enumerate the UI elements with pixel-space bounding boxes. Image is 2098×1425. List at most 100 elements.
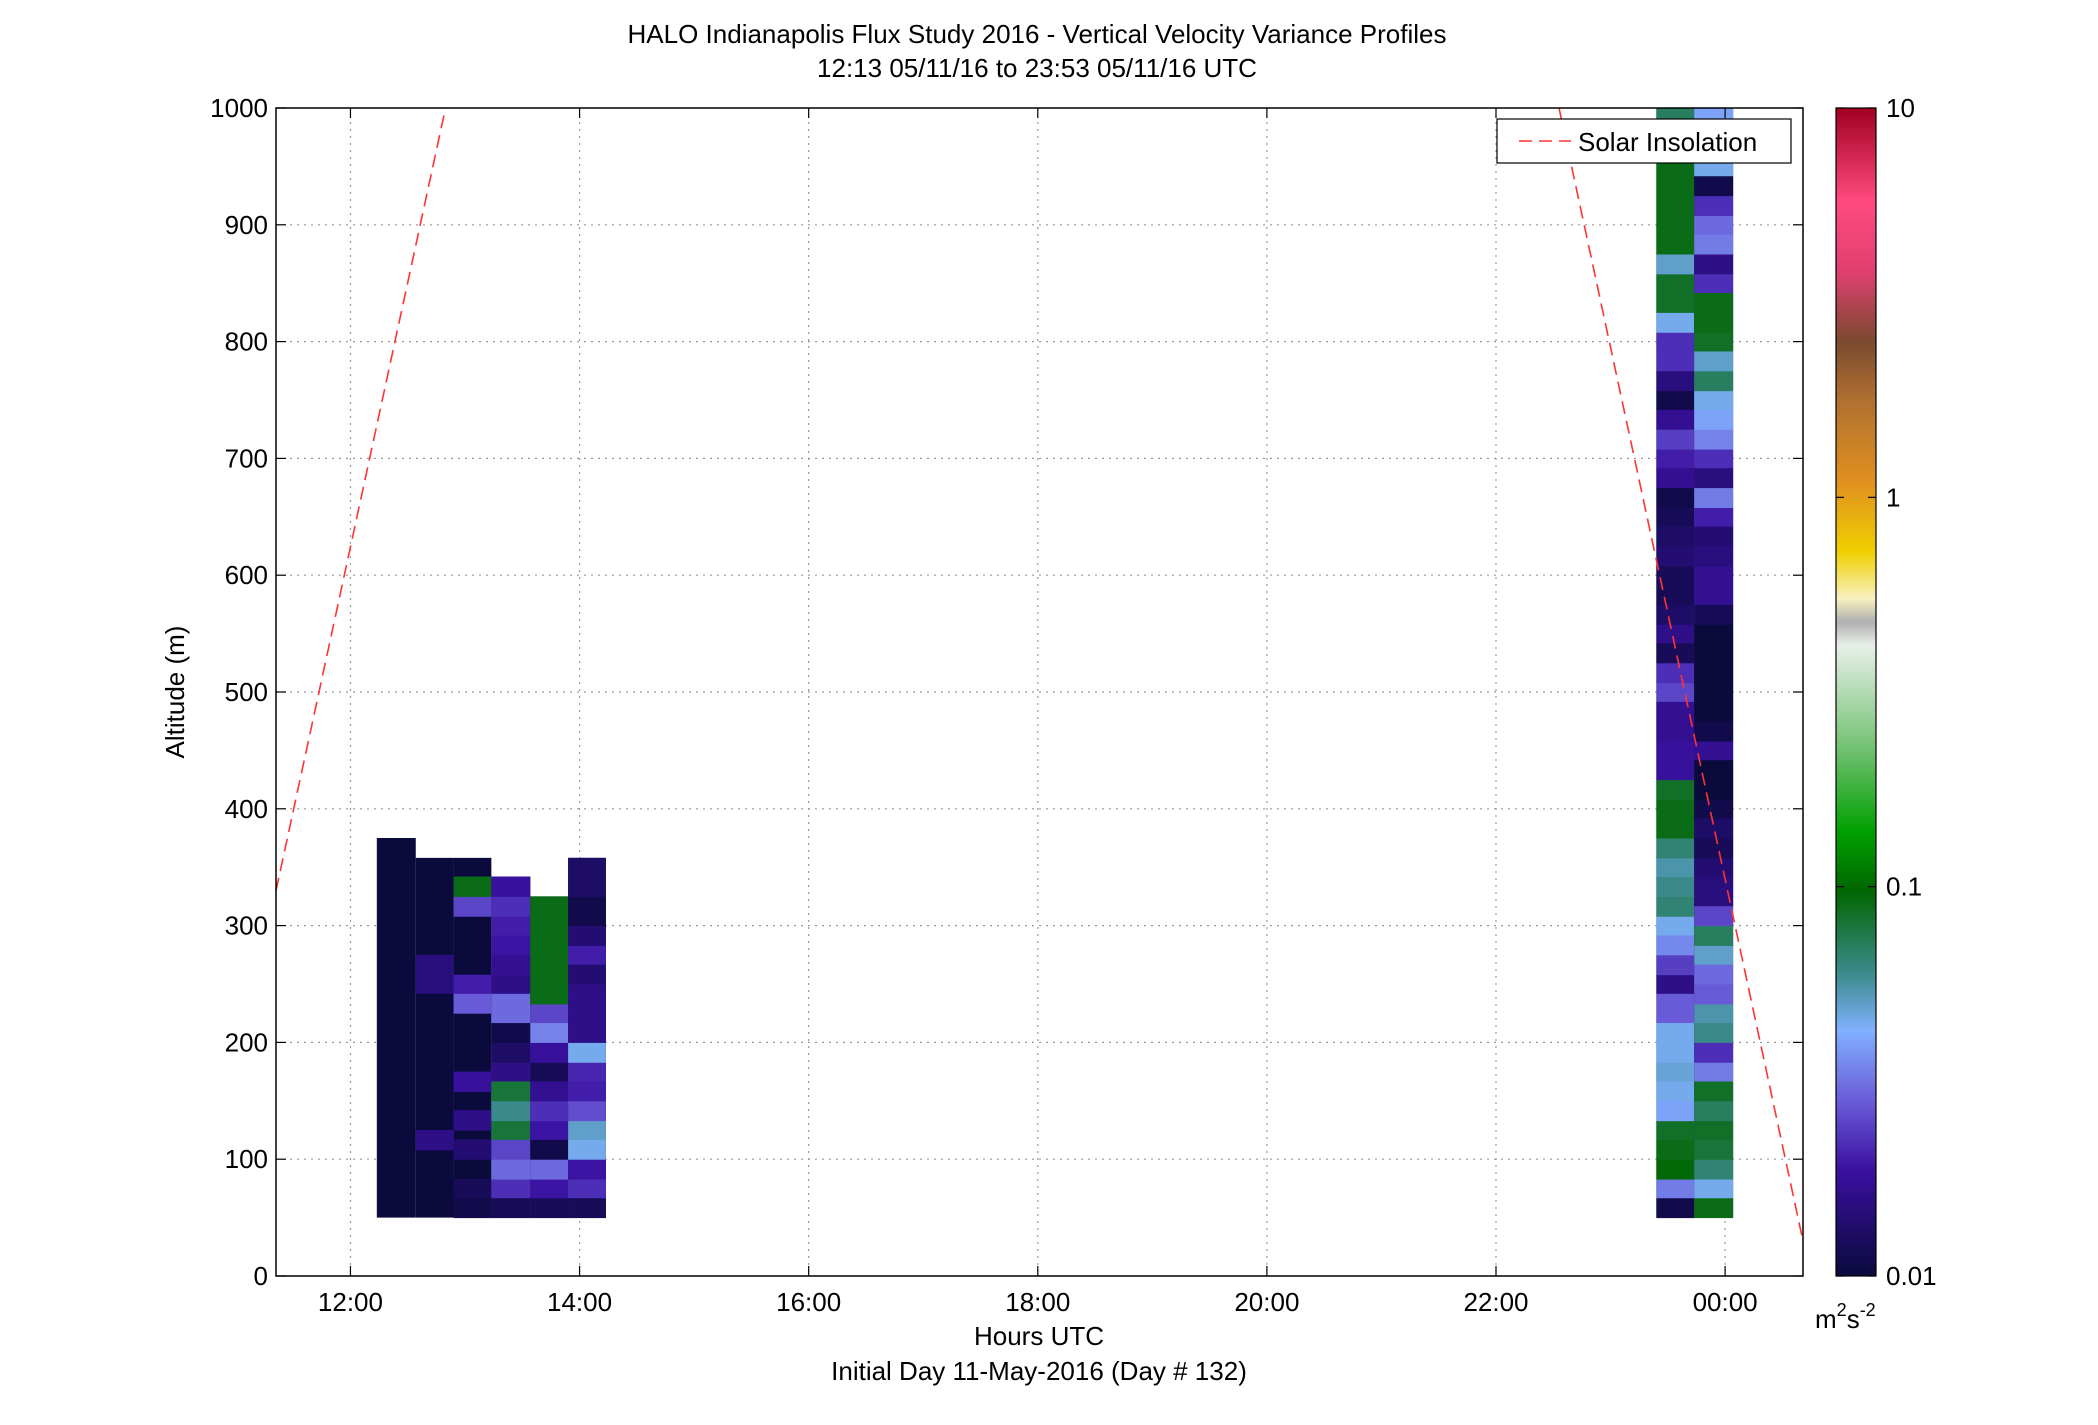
heatmap-cell xyxy=(1694,1100,1734,1122)
heatmap-cell xyxy=(530,1179,569,1199)
heatmap-cell xyxy=(415,974,454,994)
heatmap-cell xyxy=(1694,838,1734,859)
heatmap-cell xyxy=(530,1080,569,1102)
heatmap-cell xyxy=(491,1139,531,1160)
heatmap-cell xyxy=(491,1100,531,1122)
heatmap-cell xyxy=(568,1062,606,1082)
heatmap-cell xyxy=(1694,624,1734,722)
heatmap-cell xyxy=(1694,234,1734,255)
heatmap-cell xyxy=(1694,546,1734,567)
heatmap-cell xyxy=(491,934,531,956)
heatmap-cell xyxy=(1694,604,1734,625)
colorbar-tick-label: 0.1 xyxy=(1886,872,1922,902)
heatmap-cell xyxy=(568,925,606,946)
heatmap-cell xyxy=(1694,1022,1734,1043)
heatmap-cell xyxy=(491,993,531,1024)
heatmap-cell xyxy=(1656,1120,1695,1140)
heatmap-cell xyxy=(1656,1159,1695,1180)
heatmap-cell xyxy=(1694,215,1734,235)
heatmap-cell xyxy=(1656,254,1695,275)
y-tick-label: 300 xyxy=(225,911,268,941)
heatmap-cell xyxy=(415,954,454,976)
x-tick-label: 22:00 xyxy=(1463,1287,1528,1317)
heatmap-cell xyxy=(1694,526,1734,547)
heatmap-cell xyxy=(1694,741,1734,761)
heatmap-cell xyxy=(1694,799,1734,819)
heatmap-cell xyxy=(568,984,606,1005)
heatmap-cell xyxy=(1656,701,1695,722)
heatmap-cell xyxy=(568,1003,606,1024)
y-tick-label: 400 xyxy=(225,794,268,824)
heatmap-cell xyxy=(453,896,492,917)
heatmap-cell xyxy=(491,1042,531,1063)
heatmap-cell xyxy=(1656,565,1695,605)
heatmap-cell xyxy=(1656,332,1695,352)
heatmap-cell xyxy=(453,1197,492,1219)
heatmap-cell xyxy=(530,1100,569,1122)
chart-subtitle: 12:13 05/11/16 to 23:53 05/11/16 UTC xyxy=(817,53,1257,83)
heatmap-cell xyxy=(1656,449,1695,469)
heatmap-cell xyxy=(491,1197,531,1219)
heatmap-cell xyxy=(1694,925,1734,946)
heatmap-cell xyxy=(1656,390,1695,410)
x-tick-label: 00:00 xyxy=(1693,1287,1758,1317)
heatmap-cell xyxy=(453,1071,492,1092)
heatmap-cell xyxy=(415,1130,454,1151)
heatmap-cell xyxy=(568,964,606,985)
heatmap-cell xyxy=(1694,449,1734,469)
heatmap-cell xyxy=(491,1159,531,1180)
heatmap-cell xyxy=(1694,1080,1734,1102)
heatmap-cell xyxy=(491,1120,531,1140)
solar-insolation-line xyxy=(275,107,1804,1242)
x-tick-label: 20:00 xyxy=(1234,1287,1299,1317)
heatmap-cell xyxy=(1656,993,1695,1024)
heatmap-cell xyxy=(1656,857,1695,878)
heatmap-cell xyxy=(1694,1062,1734,1082)
heatmap-column xyxy=(376,838,416,1218)
heatmap-cell xyxy=(491,876,531,897)
heatmap-cell xyxy=(1656,1139,1695,1160)
heatmap-cell xyxy=(1656,1062,1695,1082)
heatmap-cell xyxy=(453,974,492,994)
heatmap-cell xyxy=(530,1159,569,1180)
heatmap-cell xyxy=(568,1100,606,1122)
heatmap-cell xyxy=(1656,1080,1695,1102)
heatmap-cell xyxy=(568,1120,606,1140)
heatmap-cell xyxy=(1694,195,1734,216)
heatmap-cell xyxy=(1656,876,1695,897)
heatmap-cell xyxy=(491,1179,531,1199)
heatmap-cell xyxy=(1656,934,1695,956)
heatmap-cell xyxy=(568,1139,606,1160)
heatmap-cell xyxy=(1694,312,1734,333)
heatmap-cell xyxy=(568,1197,606,1219)
heatmap-cell xyxy=(1656,507,1695,527)
heatmap-cell xyxy=(1656,467,1695,489)
y-tick-label: 100 xyxy=(225,1144,268,1174)
heatmap-cell xyxy=(1694,945,1734,965)
heatmap-cell xyxy=(568,1022,606,1043)
y-tick-label: 900 xyxy=(225,210,268,240)
y-tick-label: 500 xyxy=(225,677,268,707)
x-tick-label: 14:00 xyxy=(547,1287,612,1317)
x-axis-ticks: 12:00 14:00 16:00 18:00 20:00 22:00 00:00 xyxy=(318,108,1758,1317)
heatmap-cell xyxy=(530,1042,569,1063)
x-axis-sublabel: Initial Day 11-May-2016 (Day # 132) xyxy=(831,1356,1247,1386)
heatmap-cell xyxy=(453,1139,492,1160)
heatmap-cell xyxy=(453,876,492,897)
heatmap-cell xyxy=(1694,1042,1734,1063)
heatmap-cell xyxy=(530,1197,569,1219)
y-tick-label: 200 xyxy=(225,1027,268,1057)
heatmap-cell xyxy=(1694,984,1734,1005)
y-axis-ticks: 0 100 200 300 400 500 600 700 800 900 1000 xyxy=(210,93,1803,1291)
heatmap-cell xyxy=(1656,741,1695,761)
heatmap-cell xyxy=(568,896,606,927)
colorbar-unit-sup2: -2 xyxy=(1860,1300,1876,1320)
colorbar-tick-label: 1 xyxy=(1886,482,1900,512)
legend: Solar Insolation xyxy=(1496,118,1792,164)
x-tick-label: 16:00 xyxy=(776,1287,841,1317)
heatmap-cell xyxy=(1656,1100,1695,1122)
heatmap-cell xyxy=(1694,370,1734,392)
heatmap-cell xyxy=(1694,818,1734,839)
heatmap-cell xyxy=(1694,390,1734,410)
heatmap-cell xyxy=(1694,467,1734,489)
